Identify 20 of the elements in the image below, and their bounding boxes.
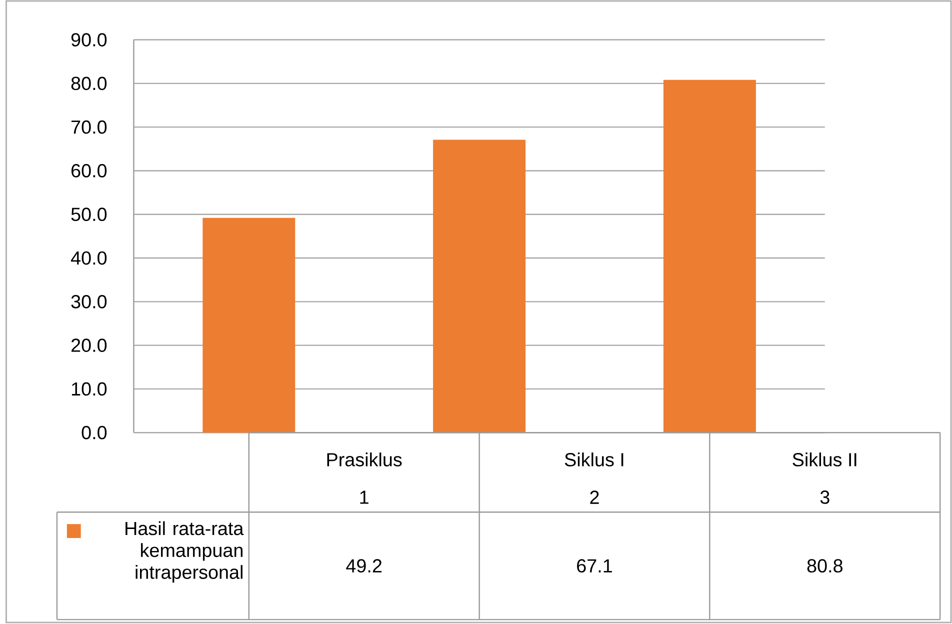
y-tick-label: 0.0 (82, 426, 107, 440)
data-label: 49.2 (346, 559, 382, 573)
text: 3 (820, 490, 830, 504)
x-tick-label: Siklus II (792, 452, 856, 467)
y-tick-label: 40.0 (70, 252, 107, 265)
text: 1 (360, 490, 368, 504)
text: 2 (590, 490, 599, 504)
y-tick-label: 30.0 (71, 295, 107, 309)
x-tick-label: Siklus I (564, 452, 624, 467)
y-tick-label: 20.0 (72, 338, 107, 352)
y-tick-label: 50.0 (71, 208, 107, 222)
data-label: 67.1 (577, 559, 612, 573)
data-label: 80.8 (807, 559, 842, 573)
x-tick-label: Prasiklus (327, 452, 402, 467)
y-tick-label: 10.0 (72, 382, 107, 396)
y-tick-label: 60.0 (72, 164, 107, 178)
y-tick-label: 90.0 (71, 33, 107, 47)
y-tick-label: 70.0 (72, 120, 107, 134)
y-tick-label: 80.0 (71, 76, 107, 90)
legend-label: Hasil rata-rata kemampuan intrapersonal (126, 522, 244, 583)
